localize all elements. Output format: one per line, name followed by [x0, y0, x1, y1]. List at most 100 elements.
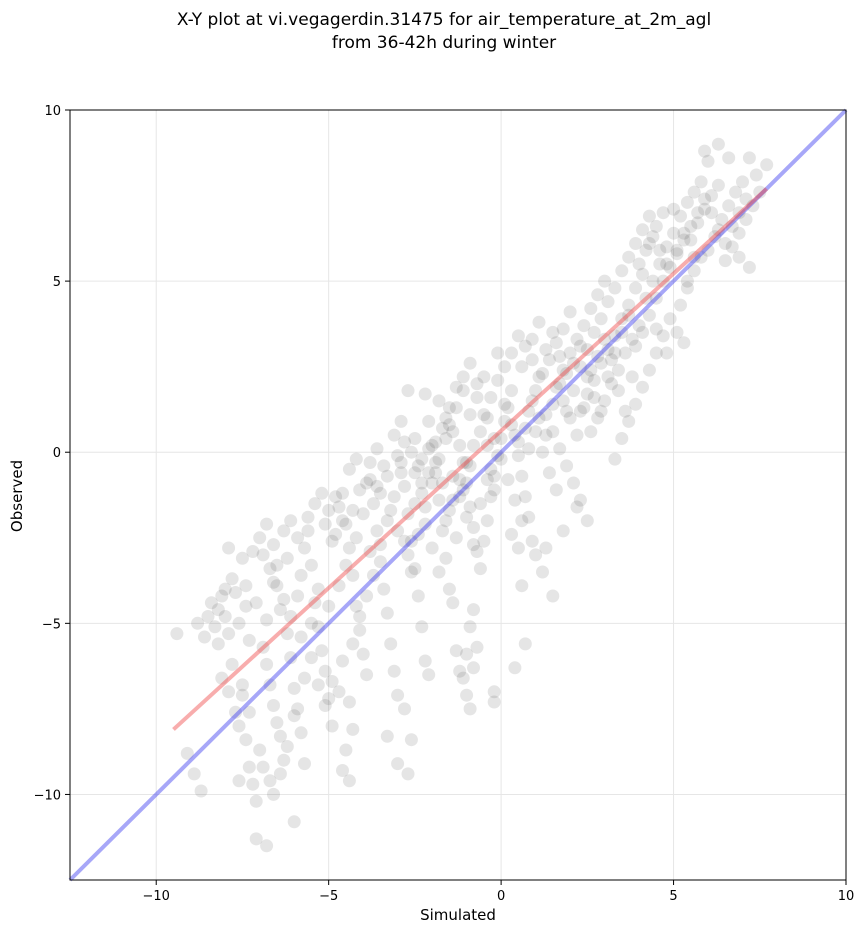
data-point [487, 432, 501, 445]
data-point [453, 490, 467, 504]
data-point [442, 401, 456, 415]
data-point [649, 322, 663, 336]
data-point [556, 394, 570, 408]
data-point [349, 452, 363, 466]
data-point [398, 534, 411, 548]
data-point [587, 325, 601, 339]
data-point [636, 267, 649, 281]
data-point [522, 510, 536, 524]
data-point [498, 360, 512, 374]
data-point [322, 599, 336, 613]
data-point [584, 425, 598, 439]
data-point [277, 524, 291, 538]
data-point [363, 456, 377, 469]
data-point [642, 209, 656, 223]
data-point [539, 408, 553, 422]
data-point [487, 483, 501, 497]
data-point [353, 483, 367, 497]
data-point [363, 473, 377, 487]
data-point [729, 185, 743, 199]
data-point [753, 185, 767, 199]
data-point [470, 377, 484, 391]
data-point [505, 384, 518, 398]
data-point [663, 312, 677, 326]
data-point [708, 230, 722, 244]
data-point [239, 579, 253, 593]
data-point [536, 445, 549, 459]
data-point [615, 312, 629, 326]
data-point [322, 503, 336, 517]
data-point [380, 514, 394, 528]
data-point [235, 551, 249, 565]
data-point [356, 507, 370, 521]
data-point [436, 421, 449, 435]
data-point [318, 664, 332, 678]
data-point [511, 449, 525, 463]
data-point [739, 192, 753, 206]
chart-subtitle: from 36-42h during winter [332, 33, 556, 53]
data-point [260, 839, 274, 853]
data-point [336, 654, 349, 668]
data-point [211, 603, 225, 617]
data-point [456, 384, 470, 398]
data-point [415, 452, 429, 466]
data-point [553, 349, 567, 363]
reference-lines [68, 108, 848, 882]
data-point [270, 579, 284, 593]
data-point [246, 545, 260, 558]
data-point [732, 250, 746, 264]
data-point [411, 459, 425, 473]
data-point [580, 343, 594, 357]
data-point [439, 432, 453, 445]
data-point [591, 288, 605, 302]
data-point [611, 384, 625, 398]
data-point [384, 503, 398, 517]
data-point [208, 620, 222, 634]
data-point [415, 476, 429, 490]
y-tick-label: 10 [44, 104, 61, 119]
data-point [687, 250, 701, 264]
data-point [570, 332, 584, 346]
data-point [394, 456, 408, 469]
data-point [260, 613, 274, 627]
data-point [467, 521, 480, 534]
data-point [470, 545, 484, 558]
data-point [608, 346, 622, 360]
data-point [256, 760, 270, 774]
data-point [722, 151, 736, 165]
data-point [408, 562, 422, 576]
data-point [367, 497, 380, 511]
data-point [701, 243, 715, 257]
data-point [332, 685, 346, 699]
data-point [280, 740, 294, 753]
data-point [660, 240, 674, 254]
data-point [325, 719, 339, 733]
data-point [342, 695, 356, 709]
data-point [332, 500, 346, 514]
data-point [391, 524, 405, 538]
data-point [518, 637, 532, 651]
data-point [467, 661, 480, 675]
data-point [391, 757, 405, 771]
data-point [573, 493, 587, 507]
data-point [308, 497, 322, 511]
data-point [760, 158, 774, 172]
data-point [484, 462, 498, 476]
data-point [656, 206, 670, 220]
data-point [484, 490, 498, 504]
data-point [525, 394, 539, 408]
data-point [246, 777, 260, 791]
data-point [542, 466, 556, 480]
data-point [539, 343, 553, 357]
data-point [329, 490, 343, 504]
data-point [339, 558, 353, 572]
data-point [449, 380, 463, 394]
data-point [656, 329, 670, 343]
data-point [422, 466, 436, 480]
data-point [601, 343, 615, 357]
data-point [505, 418, 518, 432]
data-point [367, 568, 380, 582]
data-point [739, 213, 753, 226]
data-point [605, 377, 618, 391]
